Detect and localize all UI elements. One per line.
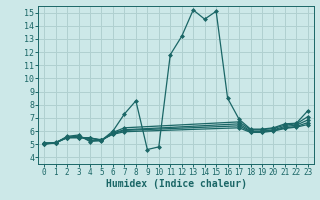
X-axis label: Humidex (Indice chaleur): Humidex (Indice chaleur) [106,179,246,189]
